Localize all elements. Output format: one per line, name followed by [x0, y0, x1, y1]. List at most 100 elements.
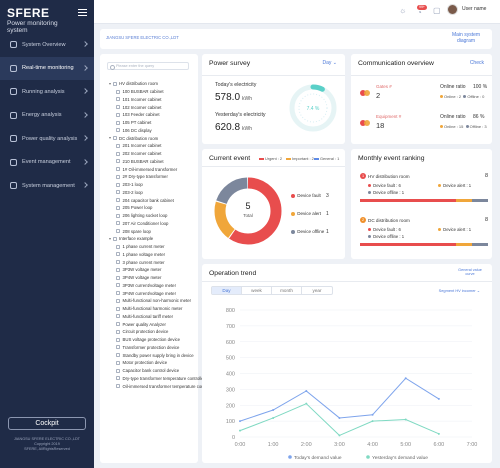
tree-item[interactable]: 3P3W voltage meter: [109, 266, 201, 274]
tree-item[interactable]: Multi-functional harmonic meter: [109, 305, 201, 313]
caret-down-icon[interactable]: [109, 137, 111, 140]
tree-checkbox[interactable]: [116, 89, 120, 94]
tree-item[interactable]: 208 spare loop: [109, 227, 201, 235]
tree-item[interactable]: Transformer protection device: [109, 344, 201, 352]
tree-checkbox[interactable]: [116, 252, 120, 257]
menu-toggle-icon[interactable]: [78, 9, 87, 16]
tree-checkbox[interactable]: [116, 221, 120, 226]
tree-checkbox[interactable]: [116, 283, 120, 288]
tree-item[interactable]: 3P4W voltage meter: [109, 274, 201, 282]
tree-checkbox[interactable]: [116, 376, 120, 381]
segment-select[interactable]: Segment HV incomer ⌄: [438, 288, 480, 293]
tree-checkbox[interactable]: [116, 198, 120, 203]
tree-item[interactable]: Motor protection device: [109, 359, 201, 367]
tree-checkbox[interactable]: [116, 314, 120, 319]
tree-checkbox[interactable]: [116, 360, 120, 365]
nav-item[interactable]: Event management: [0, 151, 94, 175]
tab-month[interactable]: month: [272, 287, 302, 294]
tree-item[interactable]: Oil-immersed transformer temperature con…: [109, 382, 214, 390]
tree-checkbox[interactable]: [112, 136, 117, 141]
tree-checkbox[interactable]: [116, 112, 120, 117]
tree-checkbox[interactable]: [116, 244, 120, 249]
tree-item[interactable]: 102 Incomer cabinet: [109, 103, 201, 111]
tree-item[interactable]: 101 Incomer cabinet: [109, 96, 201, 104]
tree-group[interactable]: Interface example: [109, 235, 201, 243]
tree-checkbox[interactable]: [116, 345, 120, 350]
tree-item[interactable]: 1# Oil-immersed transformer: [109, 165, 201, 173]
tree-checkbox[interactable]: [116, 260, 120, 265]
ranking-item-2[interactable]: 2 DC distribution room 8 Device fault : 6…: [360, 217, 488, 257]
company-select[interactable]: JIANGSU SFERE ELECTRIC CO.,LDT: [106, 35, 179, 40]
tree-item[interactable]: 3P3W current/voltage meter: [109, 282, 201, 290]
tree-item[interactable]: 210 BUSBAR cabinet: [109, 158, 201, 166]
tree-checkbox[interactable]: [116, 291, 120, 296]
tree-checkbox[interactable]: [116, 128, 120, 133]
nav-item[interactable]: Energy analysis: [0, 104, 94, 128]
tree-item[interactable]: Multi-functional non-harmonic meter: [109, 297, 201, 305]
tree-item[interactable]: Capacitor bank control device: [109, 367, 201, 375]
tree-item[interactable]: 3P4W current/voltage meter: [109, 289, 201, 297]
cockpit-button[interactable]: Cockpit: [8, 417, 86, 430]
tree-item[interactable]: Multi-functional tariff meter: [109, 313, 201, 321]
tree-checkbox[interactable]: [116, 322, 120, 327]
tree-item[interactable]: 3 phase current meter: [109, 258, 201, 266]
tree-item[interactable]: 203-1 loop: [109, 181, 201, 189]
tree-checkbox[interactable]: [116, 174, 120, 179]
value-curve-link[interactable]: General value curve: [458, 268, 482, 277]
donut-slice[interactable]: [214, 177, 282, 245]
tree-checkbox[interactable]: [116, 97, 120, 102]
nav-item[interactable]: System management: [0, 174, 94, 198]
tree-item[interactable]: 205 Power loop: [109, 204, 201, 212]
tree-checkbox[interactable]: [116, 353, 120, 358]
user-name[interactable]: User name: [462, 6, 487, 12]
tree-checkbox[interactable]: [116, 143, 120, 148]
tree-item[interactable]: BUS voltage protection device: [109, 336, 201, 344]
tree-checkbox[interactable]: [116, 159, 120, 164]
tree-checkbox[interactable]: [116, 337, 120, 342]
tree-checkbox[interactable]: [116, 190, 120, 195]
tree-item[interactable]: Standby power supply bring in device: [109, 351, 201, 359]
tree-checkbox[interactable]: [116, 213, 120, 218]
tree-item[interactable]: 103 Feeder cabinet: [109, 111, 201, 119]
tree-item[interactable]: 1 phase voltage meter: [109, 251, 201, 259]
tree-item[interactable]: Power quality Analyzer: [109, 320, 201, 328]
tree-item[interactable]: 1 phase current meter: [109, 243, 201, 251]
tree-checkbox[interactable]: [116, 267, 120, 272]
nav-item[interactable]: Real-time monitoring: [0, 56, 94, 80]
tree-checkbox[interactable]: [116, 151, 120, 156]
tree-item[interactable]: 106 DC display: [109, 127, 201, 135]
tree-checkbox[interactable]: [116, 105, 120, 110]
period-select[interactable]: Day ⌄: [322, 60, 338, 66]
tree-item[interactable]: 100 BUSBAR cabinet: [109, 88, 201, 96]
tab-year[interactable]: year: [312, 288, 322, 293]
tree-group[interactable]: DC distribution room: [109, 134, 201, 142]
tree-checkbox[interactable]: [116, 182, 120, 187]
tree-checkbox[interactable]: [116, 167, 120, 172]
tree-checkbox[interactable]: [116, 298, 120, 303]
caret-down-icon[interactable]: [109, 82, 111, 85]
nav-item[interactable]: Running analysis: [0, 80, 94, 104]
main-diagram-link[interactable]: Main system diagram: [451, 32, 481, 44]
tree-checkbox[interactable]: [116, 368, 120, 373]
tab-week[interactable]: week: [242, 287, 272, 294]
tree-checkbox[interactable]: [116, 306, 120, 311]
tree-checkbox[interactable]: [116, 120, 120, 125]
tree-search-input[interactable]: Please enter the query: [107, 62, 189, 70]
tree-item[interactable]: 2# Dry-type transformer: [109, 173, 201, 181]
tree-item[interactable]: 202 Incomer cabinet: [109, 150, 201, 158]
donut-slice[interactable]: [214, 177, 282, 245]
tree-item[interactable]: 204 capacitor bank cabinet: [109, 196, 201, 204]
tree-item[interactable]: Circuit protection device: [109, 328, 201, 336]
tree-item[interactable]: Dry-type transformer temperature control…: [109, 375, 205, 383]
tree-checkbox[interactable]: [116, 229, 120, 234]
tree-checkbox[interactable]: [112, 81, 117, 86]
tree-item[interactable]: 207 Air Conditioner loop: [109, 220, 201, 228]
caret-down-icon[interactable]: [109, 237, 111, 240]
fullscreen-icon[interactable]: ▢: [433, 6, 441, 15]
tree-group[interactable]: HV distribution room: [109, 80, 201, 88]
tree-checkbox[interactable]: [116, 329, 120, 334]
tree-item[interactable]: 206 lighting socket loop: [109, 212, 201, 220]
tree-checkbox[interactable]: [116, 205, 120, 210]
nav-item[interactable]: Power quality analysis: [0, 127, 94, 151]
tree-item[interactable]: 203-2 loop: [109, 189, 201, 197]
